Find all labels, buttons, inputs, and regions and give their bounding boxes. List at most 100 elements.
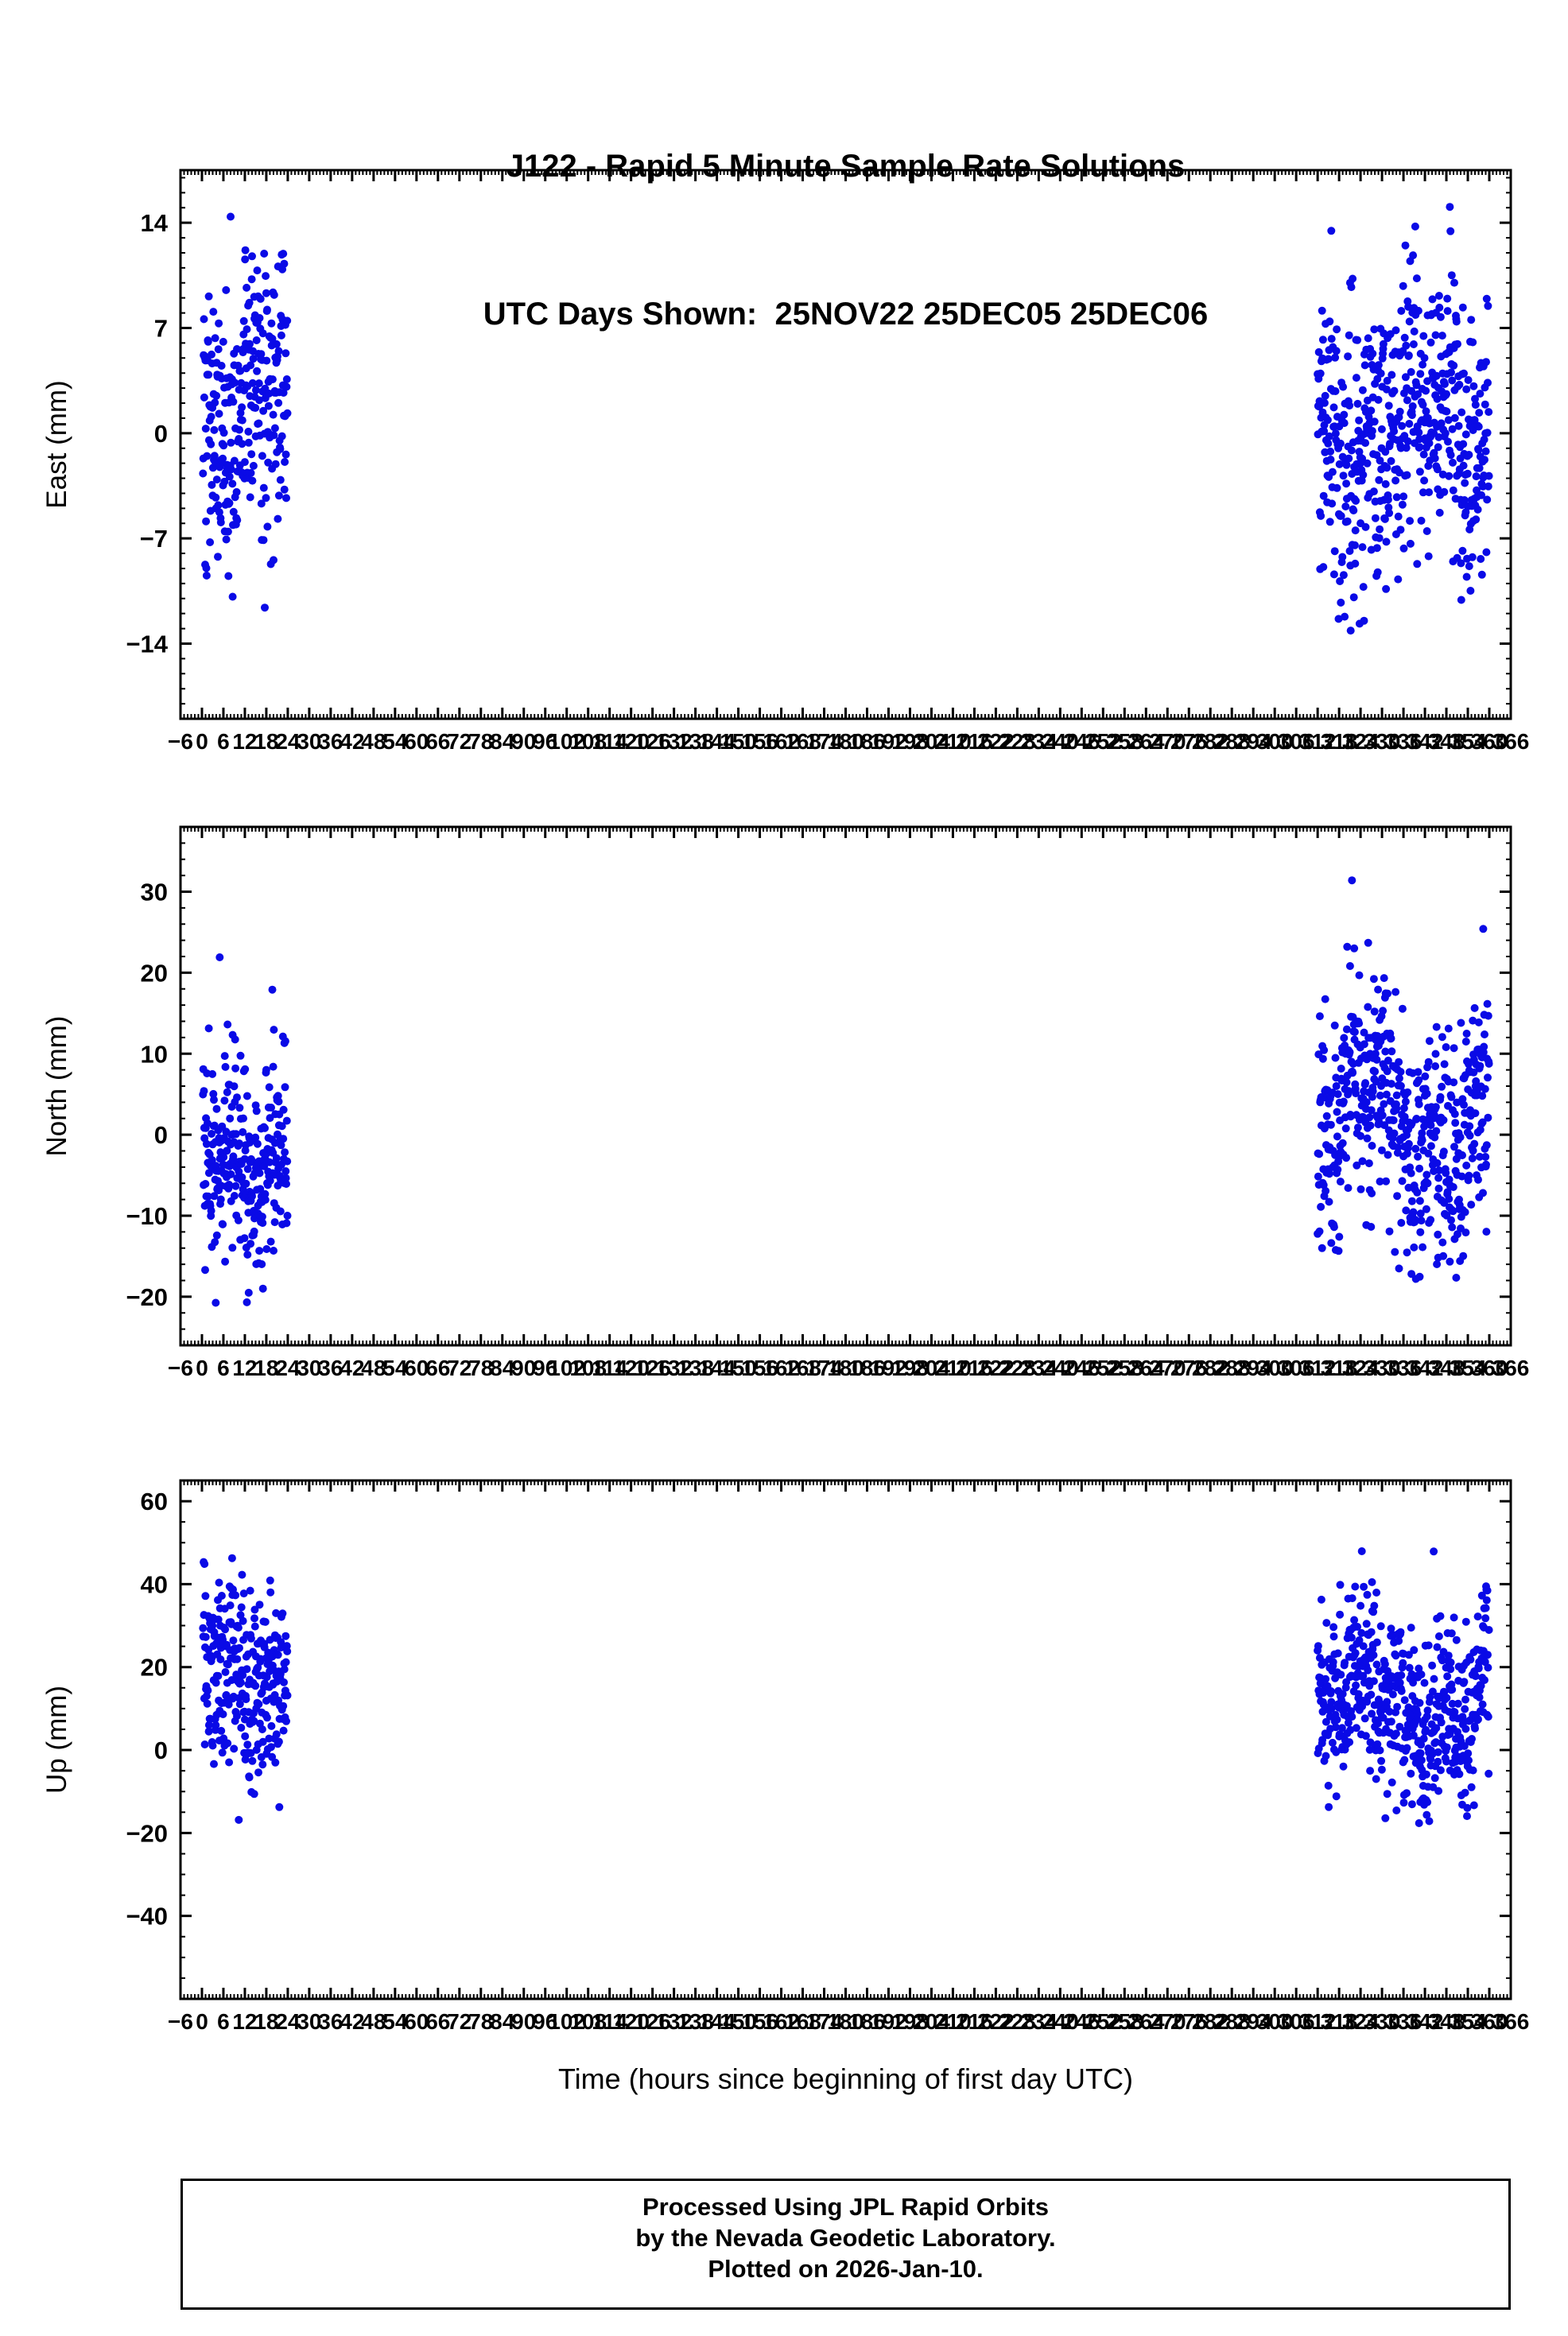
svg-text:20: 20 [141,1654,168,1682]
svg-text:366: 366 [1492,2009,1530,2034]
svg-text:24: 24 [275,729,301,754]
svg-text:60: 60 [404,1356,429,1380]
svg-text:30: 30 [297,2009,321,2034]
svg-text:−20: −20 [126,1283,168,1311]
svg-text:132: 132 [655,2009,693,2034]
svg-text:306: 306 [1278,2009,1315,2034]
svg-text:222: 222 [977,1356,1015,1380]
svg-text:360: 360 [1471,2009,1508,2034]
svg-text:36: 36 [318,729,343,754]
svg-text:288: 288 [1213,2009,1251,2034]
svg-text:348: 348 [1428,2009,1465,2034]
svg-text:174: 174 [805,2009,843,2034]
svg-text:276: 276 [1170,729,1208,754]
svg-text:210: 210 [934,729,972,754]
svg-text:156: 156 [741,1356,778,1380]
svg-text:138: 138 [677,2009,714,2034]
svg-text:6: 6 [217,2009,230,2034]
svg-text:42: 42 [340,729,364,754]
svg-text:20: 20 [141,959,168,987]
svg-text:0: 0 [154,1121,168,1149]
svg-text:186: 186 [848,1356,886,1380]
svg-text:7: 7 [154,314,168,342]
svg-text:246: 246 [1063,1356,1100,1380]
svg-text:66: 66 [425,1356,450,1380]
svg-text:324: 324 [1342,729,1380,754]
svg-text:42: 42 [340,2009,364,2034]
svg-text:240: 240 [1042,1356,1079,1380]
svg-text:−7: −7 [140,525,168,553]
svg-text:360: 360 [1471,729,1508,754]
svg-text:192: 192 [870,2009,907,2034]
svg-text:78: 78 [468,1356,493,1380]
svg-text:36: 36 [318,1356,343,1380]
svg-text:−6: −6 [168,1356,193,1380]
svg-text:48: 48 [361,729,386,754]
svg-text:198: 198 [891,729,929,754]
svg-text:90: 90 [511,2009,536,2034]
svg-text:288: 288 [1213,729,1251,754]
svg-text:270: 270 [1149,2009,1186,2034]
svg-text:−10: −10 [126,1202,168,1230]
svg-text:138: 138 [677,1356,714,1380]
svg-text:270: 270 [1149,729,1186,754]
svg-text:228: 228 [999,1356,1036,1380]
svg-text:192: 192 [870,729,907,754]
svg-text:210: 210 [934,2009,972,2034]
svg-text:342: 342 [1407,2009,1444,2034]
svg-text:198: 198 [891,1356,929,1380]
svg-text:24: 24 [275,1356,301,1380]
svg-text:234: 234 [1020,2009,1058,2034]
svg-text:330: 330 [1364,1356,1401,1380]
svg-text:318: 318 [1321,1356,1358,1380]
svg-text:282: 282 [1192,729,1229,754]
svg-text:72: 72 [447,2009,472,2034]
svg-text:54: 54 [382,729,408,754]
svg-text:204: 204 [913,2009,950,2034]
svg-text:246: 246 [1063,2009,1100,2034]
svg-text:102: 102 [548,1356,585,1380]
svg-text:108: 108 [569,729,607,754]
svg-text:108: 108 [569,1356,607,1380]
svg-text:342: 342 [1407,1356,1444,1380]
svg-text:96: 96 [533,729,557,754]
svg-text:0: 0 [154,1736,168,1764]
svg-text:12: 12 [232,729,257,754]
svg-text:294: 294 [1235,1356,1272,1380]
svg-text:84: 84 [490,1356,515,1380]
svg-text:216: 216 [956,729,993,754]
svg-text:72: 72 [447,729,472,754]
svg-text:162: 162 [763,1356,800,1380]
svg-text:264: 264 [1127,1356,1165,1380]
svg-text:186: 186 [848,729,886,754]
svg-text:120: 120 [612,1356,650,1380]
svg-text:336: 336 [1385,729,1422,754]
svg-text:14: 14 [141,209,169,237]
svg-text:318: 318 [1321,2009,1358,2034]
north-scatter-plot: −6 0 6 121824303642485460667278849096102108… [126,825,1529,1380]
svg-text:360: 360 [1471,1356,1508,1380]
svg-text:30: 30 [141,879,168,906]
svg-text:234: 234 [1020,1356,1058,1380]
svg-text:114: 114 [592,729,628,754]
svg-text:354: 354 [1450,2009,1487,2034]
svg-text:228: 228 [999,729,1036,754]
up-scatter-plot: −6 0 6 121824303642485460667278849096102108… [126,1479,1530,2034]
svg-text:−6: −6 [168,2009,193,2034]
svg-text:90: 90 [511,729,536,754]
svg-text:210: 210 [934,1356,972,1380]
footer-line-1: Processed Using JPL Rapid Orbits [642,2193,1050,2221]
svg-text:222: 222 [977,2009,1015,2034]
svg-text:366: 366 [1492,729,1530,754]
svg-text:264: 264 [1127,2009,1165,2034]
svg-text:48: 48 [361,2009,386,2034]
svg-text:102: 102 [548,729,585,754]
svg-text:306: 306 [1278,1356,1315,1380]
svg-text:276: 276 [1170,2009,1208,2034]
svg-text:300: 300 [1256,2009,1294,2034]
svg-text:354: 354 [1450,729,1487,754]
svg-text:60: 60 [141,1488,168,1515]
svg-text:42: 42 [340,1356,364,1380]
svg-text:204: 204 [913,1356,950,1380]
svg-text:180: 180 [827,729,864,754]
